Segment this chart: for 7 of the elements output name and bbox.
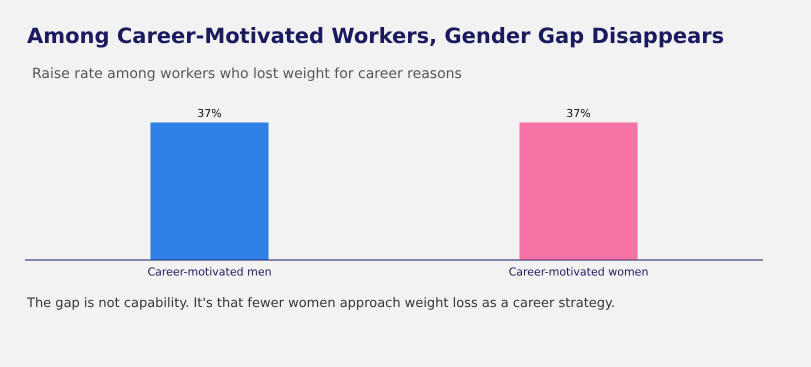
data-label: 37%	[566, 106, 591, 120]
chart-subtitle: Raise rate among workers who lost weight for career reasons	[32, 66, 462, 82]
x-tick-label: Career-motivated women	[508, 265, 648, 278]
data-label: 37%	[197, 106, 222, 120]
chart-title: Among Career-Motivated Workers, Gender Gap Disappears	[27, 24, 724, 48]
text: The gap is not capability. It's that fewer women approach weight loss as a career strategy.	[27, 296, 616, 311]
x-tick-label: Career-motivated men	[147, 265, 272, 278]
